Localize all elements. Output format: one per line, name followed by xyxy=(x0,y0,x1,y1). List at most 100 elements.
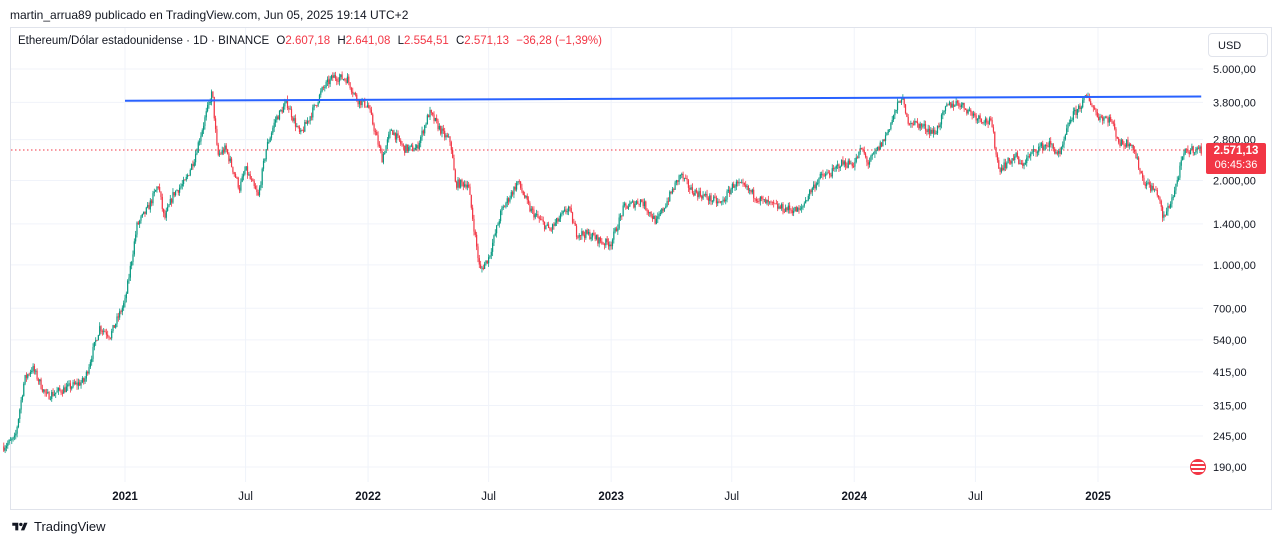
candle-body xyxy=(167,206,169,211)
candle-body xyxy=(261,168,263,185)
candle-body xyxy=(306,120,309,124)
y-tick-label: 2.000,00 xyxy=(1213,176,1256,188)
candle-body xyxy=(619,215,622,218)
candle-body xyxy=(382,154,385,163)
y-tick-label: 5.000,00 xyxy=(1213,64,1256,76)
footer-brand[interactable]: TradingView xyxy=(34,519,106,534)
candle-body xyxy=(446,135,448,137)
candle-body xyxy=(342,79,345,80)
candle-body xyxy=(831,168,833,177)
y-tick-label: 3.800,00 xyxy=(1213,97,1256,109)
candle-body xyxy=(286,99,289,109)
candle-body xyxy=(498,221,500,225)
candle-body xyxy=(330,75,333,79)
candle-body xyxy=(11,439,13,441)
candle-body xyxy=(1138,157,1140,169)
candle-body xyxy=(876,146,879,151)
candle-body xyxy=(602,243,604,245)
candle-body xyxy=(1188,152,1190,155)
candle-body xyxy=(253,181,255,186)
candle-body xyxy=(817,183,819,185)
candle-body xyxy=(1192,146,1194,153)
candle-body xyxy=(771,201,773,203)
candle-body xyxy=(591,232,594,238)
candle-body xyxy=(996,154,999,161)
candle-body xyxy=(194,154,197,163)
candle-body xyxy=(1148,182,1150,185)
candle-body xyxy=(918,123,920,129)
candle-body xyxy=(214,118,217,130)
candle-body xyxy=(759,196,761,202)
candle-body xyxy=(887,129,889,134)
candle-body xyxy=(787,205,789,211)
candle-body xyxy=(452,150,454,158)
candle-body xyxy=(1165,211,1168,216)
candle-body xyxy=(535,214,538,215)
candle-body xyxy=(361,100,363,106)
candle-body xyxy=(613,231,615,240)
candle-body xyxy=(691,187,694,194)
candle-body xyxy=(47,392,49,394)
resistance-trendline[interactable] xyxy=(124,95,1202,102)
candle-body xyxy=(314,104,317,106)
candle-body xyxy=(180,186,182,188)
candle-body xyxy=(631,201,634,203)
candle-body xyxy=(626,205,628,209)
candle-body xyxy=(671,189,674,194)
candle-body xyxy=(962,102,964,105)
candle-body xyxy=(486,260,488,264)
candle-body xyxy=(188,175,190,176)
candle-body xyxy=(15,433,17,436)
candle-body xyxy=(220,153,222,155)
candle-body xyxy=(823,175,825,177)
candle-body xyxy=(20,400,22,410)
candle-body xyxy=(187,175,189,178)
candle-body xyxy=(101,331,103,333)
candle-body xyxy=(774,203,776,205)
candle-body xyxy=(87,371,89,374)
candle-body xyxy=(1127,139,1129,147)
candle-body xyxy=(410,145,412,147)
candle-body xyxy=(270,133,273,138)
candle-body xyxy=(35,370,37,372)
candle-body xyxy=(647,211,650,214)
candle-body xyxy=(1040,143,1042,146)
candle-body xyxy=(1039,145,1041,147)
candle-body xyxy=(563,209,566,211)
candle-body xyxy=(123,303,125,308)
candle-body xyxy=(81,378,83,383)
us-flag-icon[interactable] xyxy=(1190,459,1206,475)
candle-body xyxy=(674,182,676,190)
candle-body xyxy=(1108,117,1110,123)
x-tick-label: 2025 xyxy=(1085,491,1111,503)
candle-body xyxy=(1191,146,1193,151)
candle-body xyxy=(778,206,780,209)
candle-body xyxy=(40,379,42,389)
candle-body xyxy=(494,233,496,236)
candle-body xyxy=(862,148,864,150)
candle-body xyxy=(950,102,952,108)
candle-body xyxy=(791,210,793,214)
candle-body xyxy=(1007,157,1009,164)
candle-body xyxy=(105,332,107,335)
candle-body xyxy=(805,200,807,204)
candle-body xyxy=(782,204,784,212)
candle-body xyxy=(645,201,647,210)
candle-body xyxy=(1123,144,1125,146)
candle-body xyxy=(63,387,65,394)
y-tick-label: 190,00 xyxy=(1213,462,1247,474)
candle-body xyxy=(33,365,36,372)
candle-body xyxy=(590,237,592,239)
candle-body xyxy=(670,191,672,194)
candle-body xyxy=(1011,158,1013,164)
candle-body xyxy=(324,87,326,89)
candle-body xyxy=(179,187,181,193)
candle-body xyxy=(890,123,892,130)
candle-body xyxy=(702,194,704,199)
y-tick-label: 540,00 xyxy=(1213,335,1247,347)
candle-body xyxy=(751,189,753,193)
candle-body xyxy=(249,174,251,179)
symbol-name[interactable]: Ethereum/Dólar estadounidense · 1D · BIN… xyxy=(18,35,270,47)
currency-button[interactable]: USD xyxy=(1208,33,1268,57)
